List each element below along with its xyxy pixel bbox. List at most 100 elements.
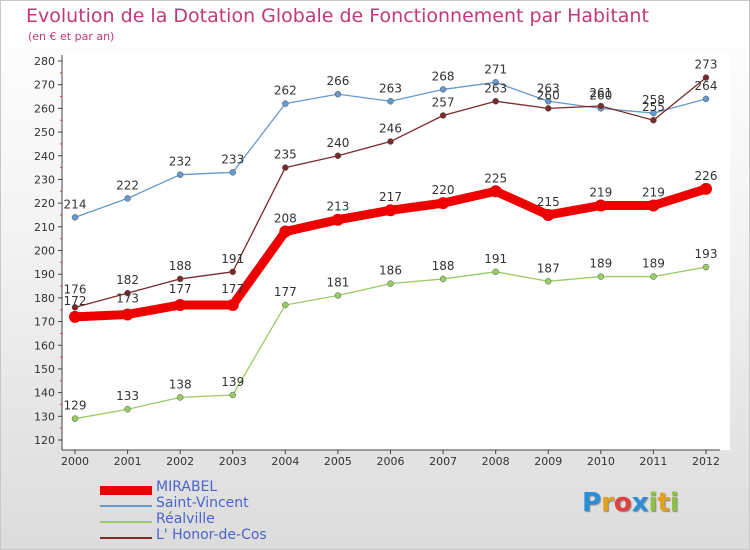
data-label: 260 [537, 88, 560, 102]
data-point [594, 199, 607, 212]
data-label: 220 [432, 183, 455, 197]
legend-swatch [100, 521, 152, 523]
data-label: 260 [589, 88, 612, 102]
data-point [650, 116, 657, 124]
chart-title: Evolution de la Dotation Globale de Fonc… [26, 5, 649, 27]
data-label: 214 [64, 197, 87, 211]
logo-letter: i [648, 488, 658, 518]
data-point [229, 268, 236, 276]
data-label: 263 [484, 81, 507, 95]
data-point [492, 98, 499, 105]
data-point [229, 169, 236, 176]
y-tick-label: 170 [34, 316, 55, 329]
data-point [121, 308, 134, 321]
legend-swatch [100, 537, 152, 539]
y-tick-label: 180 [34, 292, 55, 305]
data-point [124, 405, 131, 413]
data-point [439, 275, 447, 283]
data-point [387, 280, 394, 287]
data-label: 268 [432, 69, 455, 83]
data-label: 222 [116, 178, 139, 192]
data-point [597, 102, 605, 110]
plot-area [62, 52, 730, 450]
legend-label: Saint-Vincent [156, 495, 249, 511]
x-tick-label: 2008 [482, 455, 510, 468]
data-point [702, 95, 710, 103]
data-label: 225 [484, 171, 507, 185]
logo-letter: P [582, 488, 602, 518]
data-label: 232 [169, 155, 192, 169]
y-tick-label: 140 [34, 387, 55, 400]
data-point [650, 273, 657, 280]
data-point [702, 74, 710, 81]
legend-label: MIRABEL [156, 479, 218, 495]
data-label: 188 [169, 259, 192, 273]
y-tick-label: 230 [34, 173, 55, 186]
y-tick-label: 190 [34, 268, 55, 281]
data-point [176, 275, 184, 283]
y-tick-label: 210 [34, 221, 55, 234]
data-point [439, 86, 447, 93]
data-label: 177 [221, 282, 244, 296]
y-tick-label: 240 [34, 150, 55, 163]
y-tick-label: 150 [34, 363, 55, 376]
logo-letter: i [669, 488, 679, 518]
x-tick-label: 2002 [166, 455, 194, 468]
x-tick-label: 2011 [639, 455, 667, 468]
data-point [597, 273, 605, 280]
data-label: 133 [116, 389, 139, 403]
data-point [124, 289, 131, 297]
data-label: 266 [326, 74, 349, 88]
data-point [545, 278, 552, 285]
data-point [282, 100, 289, 107]
data-point [282, 164, 289, 171]
data-point [387, 98, 394, 105]
data-label: 193 [695, 247, 718, 261]
data-point [176, 394, 184, 401]
data-point [489, 185, 502, 198]
data-point [71, 415, 79, 422]
data-label: 177 [169, 282, 192, 296]
data-point [226, 298, 239, 311]
data-point [647, 199, 660, 212]
data-point [282, 301, 289, 309]
data-point [71, 214, 79, 221]
x-tick-label: 2006 [377, 455, 405, 468]
data-label: 177 [274, 285, 297, 299]
x-tick-label: 2001 [114, 455, 142, 468]
data-label: 138 [169, 377, 192, 391]
data-label: 219 [589, 185, 612, 199]
data-label: 189 [642, 257, 665, 271]
data-point [176, 171, 184, 178]
y-tick-label: 200 [34, 245, 55, 258]
data-label: 226 [695, 169, 718, 183]
data-label: 129 [64, 399, 87, 413]
data-label: 217 [379, 190, 402, 204]
data-point [229, 391, 236, 399]
data-point [334, 292, 342, 299]
data-point [545, 98, 552, 105]
data-label: 187 [537, 261, 560, 275]
data-point [492, 79, 499, 86]
data-label: 191 [221, 252, 244, 266]
legend-swatch [100, 485, 152, 495]
data-label: 186 [379, 264, 402, 278]
logo-letter: t [657, 488, 670, 518]
y-tick-label: 260 [34, 102, 55, 115]
proxiti-logo: Proxiti [582, 488, 679, 518]
data-label: 189 [589, 257, 612, 271]
data-label: 173 [116, 291, 139, 305]
legend-label: L' Honor-de-Cos [156, 527, 267, 543]
x-tick-label: 2012 [692, 455, 720, 468]
logo-letter: o [613, 488, 632, 518]
data-label: 176 [64, 282, 87, 296]
data-label: 257 [432, 95, 455, 109]
data-label: 172 [64, 294, 87, 308]
x-tick-label: 2000 [61, 455, 89, 468]
y-tick-label: 160 [34, 339, 55, 352]
x-tick-label: 2005 [324, 455, 352, 468]
chart-subtitle: (en € et par an) [28, 30, 115, 43]
data-label: 188 [432, 259, 455, 273]
data-point [174, 298, 187, 311]
y-tick-label: 250 [34, 126, 55, 139]
